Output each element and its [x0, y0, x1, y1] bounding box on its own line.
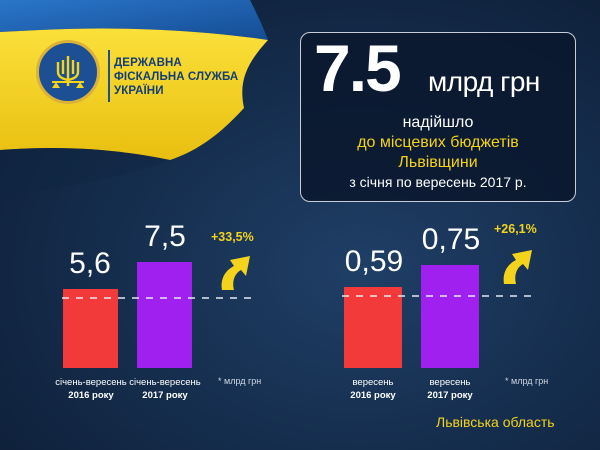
value-label-2016: 5,6	[69, 246, 111, 280]
category-period: вересень	[429, 377, 471, 388]
change-percent: +33,5%	[211, 230, 254, 244]
region-label: Львівська область	[436, 414, 555, 430]
value-label-2017: 0,75	[421, 223, 481, 256]
headline-line-4: з січня по вересень 2017 р.	[349, 174, 527, 190]
headline-line-3: Львівщини	[398, 154, 478, 171]
fiscal-service-emblem-icon	[36, 40, 100, 104]
category-period: січень-вересень	[55, 377, 127, 388]
org-name-line: УКРАЇНИ	[114, 85, 164, 97]
category-label-2016: січень-вересень 2016 року	[45, 376, 137, 402]
unit-note: * млрд грн	[218, 376, 262, 386]
headline-line-1: надійшло	[402, 114, 474, 131]
category-label-2017: вересень 2017 року	[407, 376, 493, 402]
logo-divider	[108, 50, 110, 102]
category-label-2016: вересень 2016 року	[330, 376, 416, 402]
organization-name: ДЕРЖАВНА ФІСКАЛЬНА СЛУЖБА УКРАЇНИ	[114, 56, 254, 98]
value-label-2016: 0,59	[344, 244, 404, 278]
category-label-2017: січень-вересень 2017 року	[119, 376, 211, 402]
headline-unit: млрд грн	[428, 66, 540, 97]
category-period: січень-вересень	[129, 377, 201, 388]
category-year: 2017 року	[427, 390, 473, 401]
chart-jan-sep: 5,6 7,5 січень-вересень 2016 року січень…	[45, 220, 262, 402]
org-name-line: ФІСКАЛЬНА СЛУЖБА	[114, 71, 239, 83]
bar-2016	[63, 288, 118, 368]
change-percent: +26,1%	[494, 222, 537, 236]
bar-2017	[421, 265, 479, 368]
headline-box	[300, 32, 576, 202]
org-name-line: ДЕРЖАВНА	[114, 57, 182, 69]
value-label-2017: 7,5	[144, 220, 186, 253]
headline-value: 7.5	[314, 31, 402, 105]
growth-arrow-icon	[221, 256, 250, 290]
flag-fade	[0, 148, 170, 194]
unit-note: * млрд грн	[505, 376, 549, 386]
headline-line-2: до місцевих бюджетів	[357, 134, 519, 151]
bar-2016	[344, 286, 402, 368]
trident-scales-icon	[52, 56, 84, 88]
category-period: вересень	[352, 377, 394, 388]
category-year: 2016 року	[68, 390, 114, 401]
category-year: 2016 року	[350, 390, 396, 401]
growth-arrow-icon	[503, 250, 532, 284]
category-year: 2017 року	[142, 390, 188, 401]
bar-2017	[137, 262, 192, 368]
flag-blue-stripe	[0, 0, 268, 40]
